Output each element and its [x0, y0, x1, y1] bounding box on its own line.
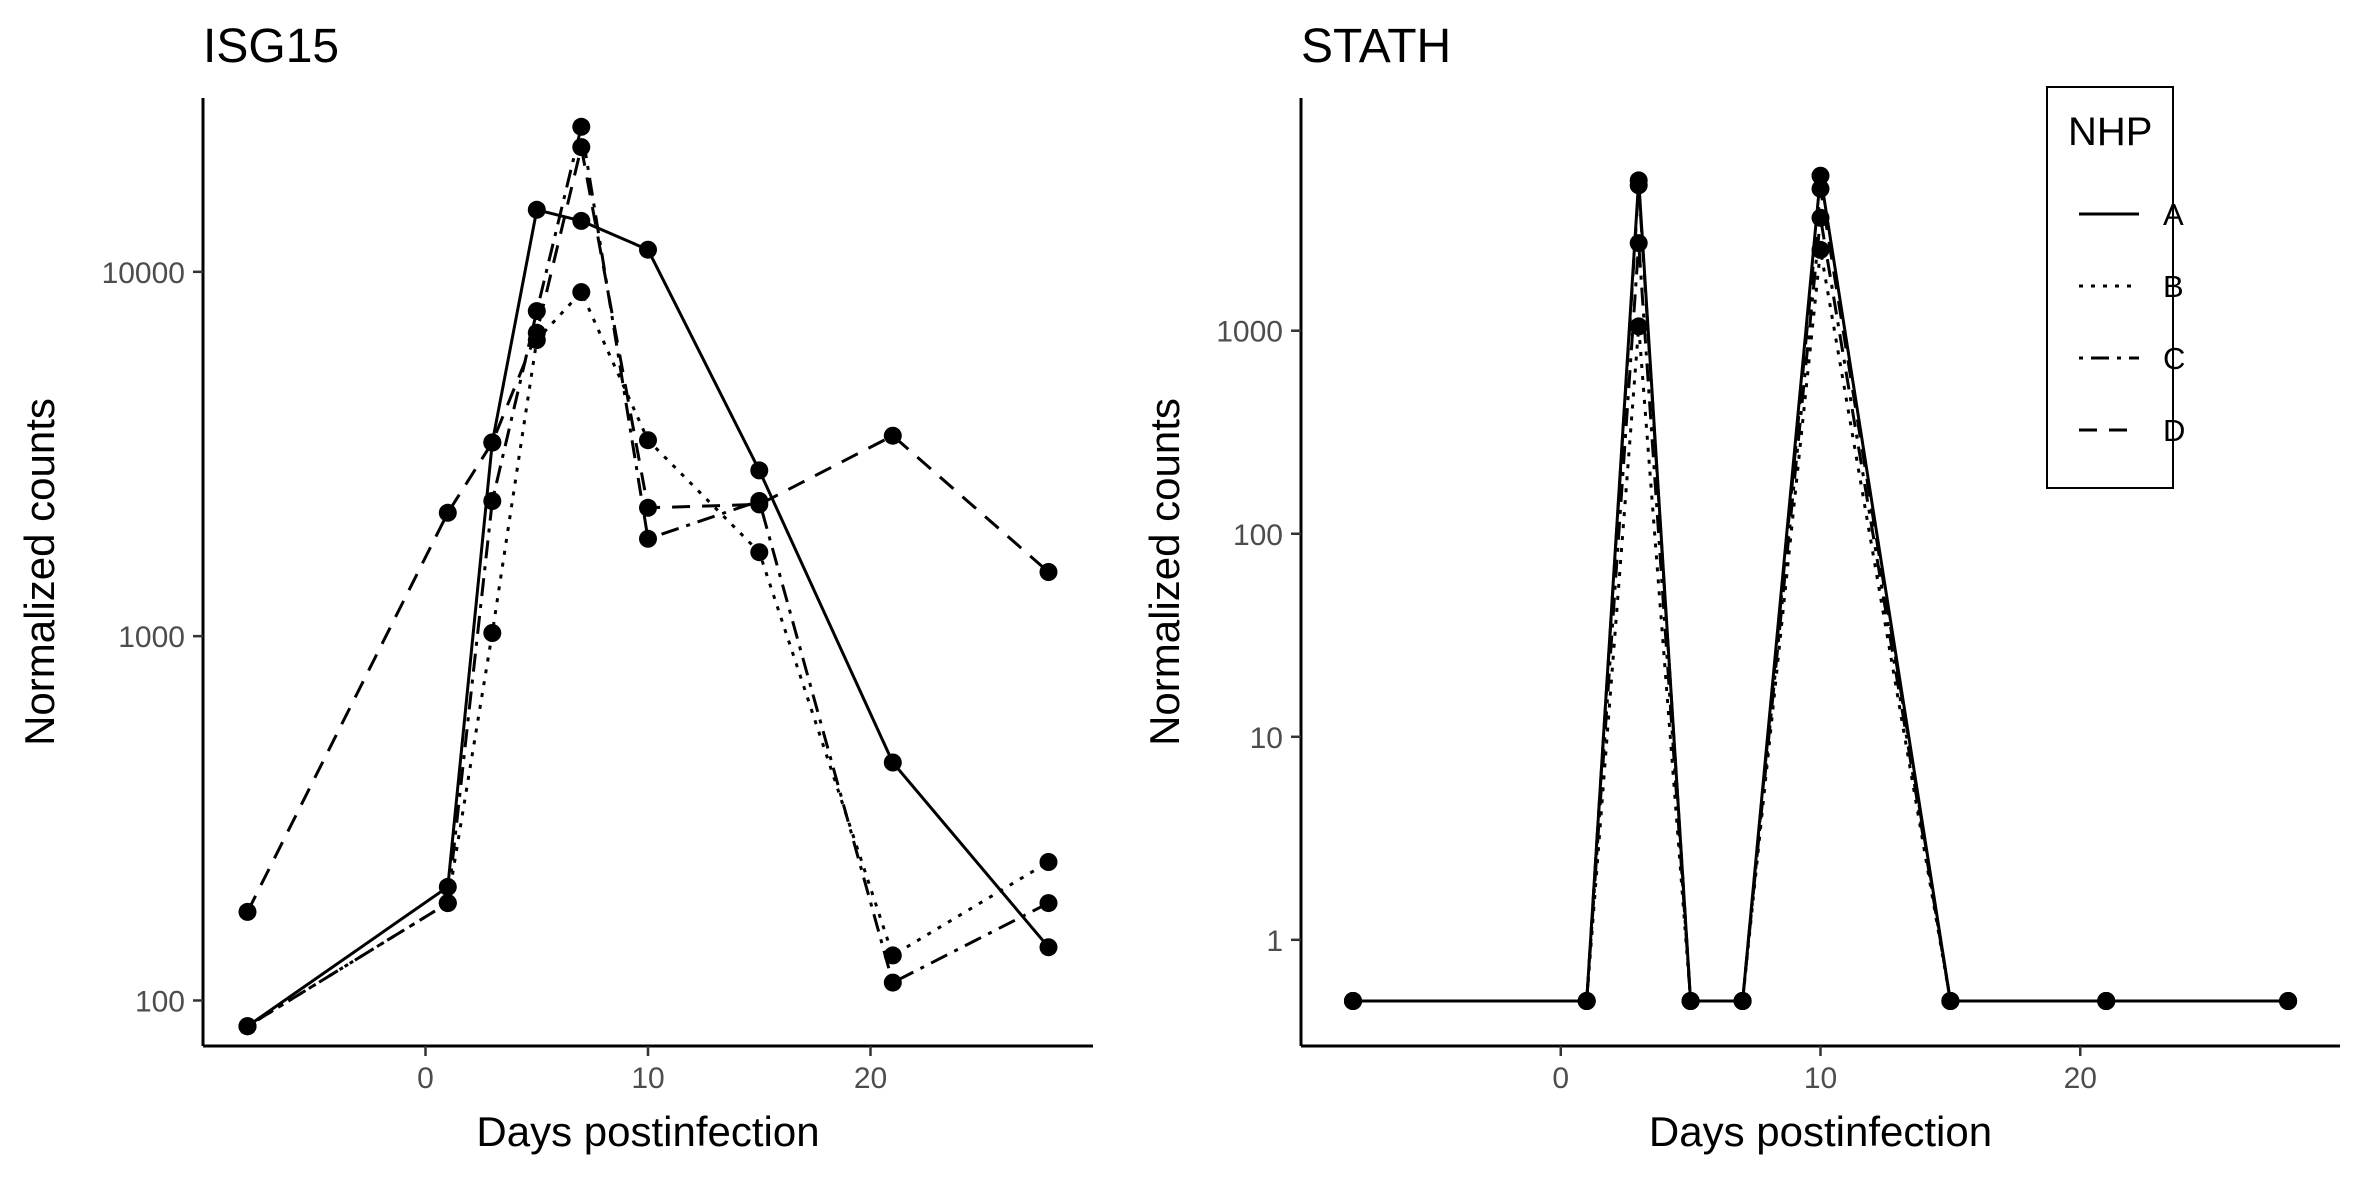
data-point-c: [639, 529, 657, 548]
x-axis-label: Days postinfection: [476, 1108, 819, 1155]
data-point-d: [2097, 992, 2116, 1010]
data-point-d: [1577, 992, 1596, 1010]
y-tick-label: 100: [1233, 519, 1283, 552]
data-point-a: [750, 461, 769, 480]
data-point-c: [1629, 234, 1648, 253]
data-point-d: [1941, 992, 1960, 1010]
legend-label-c: C: [2163, 341, 2185, 376]
y-tick-label: 1000: [118, 621, 185, 654]
data-point-c: [1039, 894, 1058, 913]
data-point-a: [527, 200, 546, 219]
panel-title: STATH: [1301, 20, 1451, 73]
data-point-d: [572, 138, 591, 157]
y-tick-label: 10: [1250, 722, 1283, 755]
x-tick-label: 10: [631, 1062, 664, 1095]
data-point-d: [238, 902, 257, 921]
data-point-b: [483, 624, 502, 642]
y-tick-label: 10000: [102, 257, 185, 290]
x-tick-label: 0: [1552, 1062, 1569, 1095]
y-tick-label: 1: [1266, 925, 1283, 958]
data-point-b: [1629, 317, 1648, 336]
x-axis-label: Days postinfection: [1649, 1108, 1992, 1155]
x-tick-label: 0: [417, 1062, 434, 1095]
data-point-d: [438, 503, 457, 522]
data-point-d: [483, 433, 502, 452]
data-point-c: [1811, 208, 1830, 227]
data-point-d: [883, 426, 902, 445]
legend-label-d: D: [2163, 413, 2185, 448]
legend-label-b: B: [2163, 269, 2184, 304]
data-point-d: [750, 495, 769, 514]
series-line-b: [246, 290, 1050, 1028]
legend-title: NHP: [2068, 110, 2152, 154]
data-point-d: [527, 323, 546, 342]
data-point-c: [572, 117, 591, 136]
y-tick-label: 1000: [1216, 316, 1283, 349]
y-axis-label: Normalized counts: [16, 398, 63, 746]
data-point-b: [883, 946, 902, 965]
data-point-a: [1811, 166, 1830, 185]
isg15-panel: ISG15 0 10 20 100 1000 10000 Days postinfection…: [16, 20, 1093, 1155]
y-axis-label: Normalized counts: [1141, 398, 1188, 746]
legend: NHP A B C D: [2046, 86, 2185, 489]
series-line-d: [246, 145, 1050, 913]
data-point-b: [1039, 853, 1058, 871]
series-line-c: [246, 125, 1050, 1028]
series-line-a: [246, 208, 1050, 1028]
data-point-d: [1039, 563, 1058, 581]
data-point-d: [1344, 992, 1362, 1010]
data-point-a: [639, 240, 657, 259]
y-tick-label: 100: [135, 985, 185, 1018]
data-point-d: [1629, 176, 1648, 195]
data-point-d: [639, 498, 657, 517]
data-point-a: [572, 211, 591, 230]
data-point-c: [527, 302, 546, 321]
data-point-c: [483, 492, 502, 510]
stath-panel: STATH 0 10 20 1 10 100 1000 Days postinfection No…: [1141, 20, 2340, 1155]
x-tick-label: 10: [1804, 1062, 1837, 1095]
data-point-d: [1681, 992, 1700, 1010]
x-tick-label: 20: [2064, 1062, 2097, 1095]
data-point-d: [1811, 179, 1830, 198]
x-tick-label: 20: [854, 1062, 887, 1095]
legend-label-a: A: [2163, 197, 2184, 232]
data-point-b: [1811, 240, 1830, 259]
data-point-d: [2279, 992, 2298, 1010]
data-point-c: [438, 894, 457, 913]
series-line-b: [1353, 248, 2289, 1003]
data-point-b: [750, 543, 769, 562]
data-point-b: [639, 431, 657, 450]
legend-box: [2046, 86, 2174, 489]
data-point-d: [1733, 992, 1752, 1010]
data-point-a: [438, 877, 457, 896]
data-point-b: [572, 283, 591, 302]
data-point-a: [1039, 938, 1058, 957]
data-point-a: [883, 753, 902, 772]
data-point-c: [238, 1017, 257, 1036]
data-point-c: [883, 973, 902, 992]
panel-title: ISG15: [203, 20, 339, 73]
